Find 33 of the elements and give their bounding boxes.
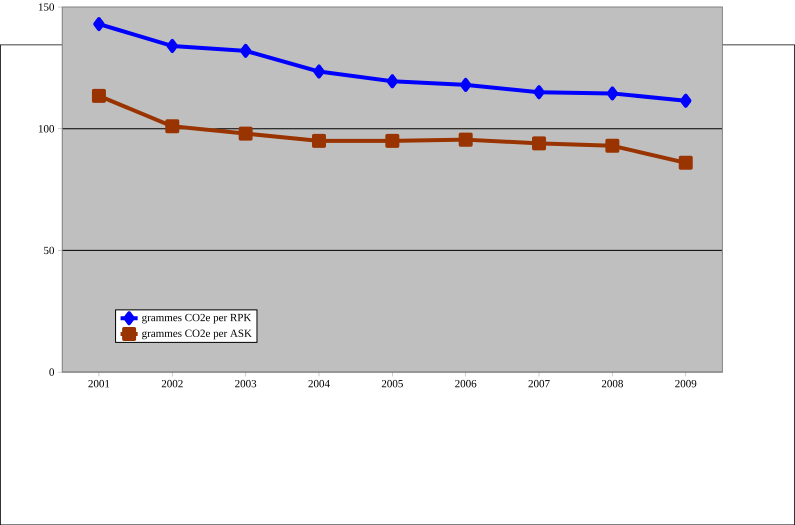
point bbox=[458, 132, 473, 147]
point bbox=[313, 64, 325, 78]
point bbox=[606, 86, 618, 100]
x-tick-label: 2001 bbox=[88, 380, 110, 388]
point bbox=[680, 94, 692, 108]
point bbox=[605, 138, 620, 153]
x-tick-label: 2002 bbox=[162, 380, 183, 388]
point bbox=[460, 78, 472, 92]
y-tick-label: 100 bbox=[38, 124, 54, 132]
legend-label: grammes CO2e per ASK bbox=[142, 329, 252, 340]
y-tick-label: 0 bbox=[49, 368, 54, 376]
point bbox=[240, 44, 252, 58]
x-tick-label: 2005 bbox=[382, 380, 403, 388]
point bbox=[532, 136, 546, 150]
legend-label: grammes CO2e per RPK bbox=[142, 314, 252, 324]
point bbox=[92, 88, 106, 103]
point bbox=[678, 156, 693, 170]
point bbox=[312, 134, 326, 148]
point bbox=[386, 74, 398, 88]
x-tick-label: 2007 bbox=[528, 380, 550, 388]
point bbox=[533, 85, 545, 100]
x-tick-label: 2006 bbox=[455, 380, 476, 388]
point bbox=[165, 119, 180, 134]
point bbox=[385, 134, 400, 148]
x-tick-label: 2003 bbox=[235, 380, 256, 388]
x-tick-label: 2008 bbox=[602, 380, 623, 388]
point bbox=[238, 126, 253, 140]
point bbox=[166, 38, 178, 53]
y-tick-label: 150 bbox=[38, 3, 54, 11]
x-tick-label: 2004 bbox=[308, 380, 330, 388]
x-tick-label: 2009 bbox=[675, 380, 696, 388]
point bbox=[93, 16, 105, 31]
y-tick-label: 50 bbox=[44, 246, 54, 254]
